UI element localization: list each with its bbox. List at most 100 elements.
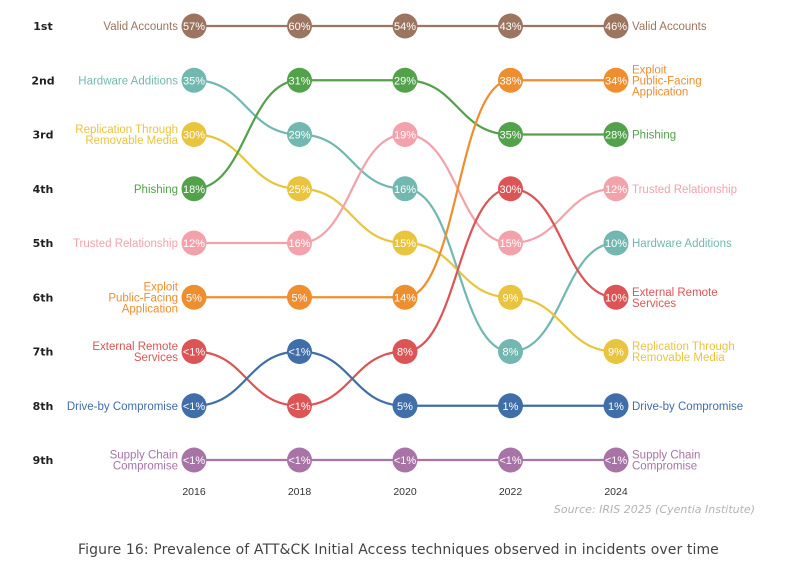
- data-point-marker: [603, 447, 629, 473]
- rank-label-1st: 1st: [33, 20, 52, 33]
- data-point-phishing-2016: 18%: [181, 176, 207, 202]
- data-point-marker: [498, 447, 523, 473]
- data-label: <1%: [288, 401, 311, 413]
- data-point-replication-through-removable-media-2024: 9%: [603, 339, 629, 364]
- data-point-trusted-relationship-2018: 16%: [287, 230, 312, 256]
- left-label-supply-chain-compromise: Supply Chain Compromise: [110, 450, 178, 473]
- data-label: 8%: [503, 347, 519, 359]
- data-point-marker: [287, 176, 312, 202]
- data-label: 19%: [394, 130, 416, 142]
- data-point-marker: [603, 339, 629, 364]
- data-point-marker: [392, 284, 418, 310]
- data-point-marker: [287, 122, 312, 147]
- data-label: 35%: [183, 75, 205, 87]
- data-point-marker: [181, 284, 207, 310]
- data-point-marker: [603, 393, 629, 419]
- data-point-hardware-additions-2016: 35%: [181, 67, 207, 93]
- right-series-labels: Valid Accounts Hardware Additions Replicat…: [632, 21, 743, 473]
- data-point-hardware-additions-2020: 16%: [392, 176, 418, 202]
- data-label: <1%: [605, 455, 628, 467]
- data-point-exploit-public-facing-application-2024: 34%: [603, 67, 629, 93]
- data-point-marker: [498, 176, 523, 202]
- year-label-2016: 2016: [182, 486, 206, 498]
- series-line-hardware-additions: [193, 79, 617, 353]
- data-label: <1%: [288, 455, 311, 467]
- data-point-marker: [181, 67, 207, 93]
- data-label: 14%: [394, 292, 416, 304]
- rank-label-4th: 4th: [33, 183, 54, 196]
- data-point-marker: [498, 284, 523, 310]
- data-point-supply-chain-compromise-2016: <1%: [181, 447, 207, 473]
- data-point-marker: [181, 13, 207, 39]
- data-label: <1%: [394, 455, 417, 467]
- data-point-marker: [181, 447, 207, 473]
- rank-label-3rd: 3rd: [33, 129, 54, 142]
- data-label: 25%: [288, 184, 310, 196]
- data-point-marker: [498, 13, 523, 39]
- data-point-exploit-public-facing-application-2022: 38%: [498, 67, 523, 93]
- data-label: 28%: [605, 130, 627, 142]
- data-point-marker: [392, 176, 418, 202]
- left-label-phishing: Phishing: [134, 184, 178, 196]
- left-label-drive-by-compromise: Drive-by Compromise: [67, 401, 178, 413]
- data-point-phishing-2018: 31%: [287, 67, 312, 93]
- data-point-external-remote-services-2022: 30%: [498, 176, 523, 202]
- series-line-external-remote-services: [193, 187, 617, 407]
- left-series-labels: Valid Accounts Hardware Additions Replicat…: [67, 21, 179, 473]
- data-label: 1%: [608, 401, 624, 413]
- data-label: 34%: [605, 75, 627, 87]
- rank-label-6th: 6th: [33, 291, 54, 304]
- data-point-marker: [392, 67, 418, 93]
- data-label: 60%: [288, 21, 310, 33]
- data-label: 10%: [605, 292, 627, 304]
- data-point-valid-accounts-2022: 43%: [498, 13, 523, 39]
- data-label: 29%: [288, 130, 310, 142]
- data-point-replication-through-removable-media-2018: 25%: [287, 176, 312, 202]
- data-point-marker: [392, 339, 418, 364]
- data-point-exploit-public-facing-application-2020: 14%: [392, 284, 418, 310]
- rank-axis: 1st 2nd 3rd 4th 5th 6th 7th 8th 9th: [31, 20, 54, 467]
- data-point-marker: [392, 13, 418, 39]
- data-label: 15%: [499, 238, 521, 250]
- data-point-marker: [287, 393, 312, 419]
- right-label-hardware-additions: Hardware Additions: [632, 238, 732, 250]
- data-point-marker: [181, 339, 207, 364]
- data-label: 57%: [183, 21, 205, 33]
- data-point-phishing-2022: 35%: [498, 122, 523, 147]
- left-label-valid-accounts: Valid Accounts: [103, 21, 178, 33]
- data-point-marker: [287, 339, 312, 364]
- data-label: 9%: [503, 292, 519, 304]
- data-point-hardware-additions-2018: 29%: [287, 122, 312, 147]
- data-label: 54%: [394, 21, 416, 33]
- data-point-replication-through-removable-media-2016: 30%: [181, 122, 207, 147]
- data-label: <1%: [183, 347, 206, 359]
- data-point-marker: [287, 447, 312, 473]
- right-label-supply-chain-compromise: Supply Chain Compromise: [632, 450, 700, 473]
- data-point-replication-through-removable-media-2022: 9%: [498, 284, 523, 310]
- data-point-supply-chain-compromise-2022: <1%: [498, 447, 523, 473]
- data-point-valid-accounts-2020: 54%: [392, 13, 418, 39]
- data-point-marker: [392, 393, 418, 419]
- data-point-valid-accounts-2024: 46%: [603, 13, 629, 39]
- bump-chart: 1st 2nd 3rd 4th 5th 6th 7th 8th 9th 2016 2018 2020…: [31, 13, 743, 498]
- data-point-marker: [498, 230, 523, 256]
- data-point-marker: [287, 13, 312, 39]
- data-point-marker: [603, 176, 629, 202]
- data-point-exploit-public-facing-application-2018: 5%: [287, 284, 312, 310]
- data-label: 10%: [605, 238, 627, 250]
- data-point-phishing-2020: 29%: [392, 67, 418, 93]
- data-label: 38%: [499, 75, 521, 87]
- data-point-marker: [603, 13, 629, 39]
- data-point-marker: [181, 393, 207, 419]
- data-point-marker: [498, 339, 523, 364]
- data-label: 30%: [183, 130, 205, 142]
- data-point-marker: [287, 284, 312, 310]
- data-point-marker: [181, 122, 207, 147]
- data-point-trusted-relationship-2024: 12%: [603, 176, 629, 202]
- data-point-drive-by-compromise-2022: 1%: [498, 393, 523, 419]
- data-point-marker: [392, 230, 418, 256]
- data-point-marker: [392, 447, 418, 473]
- left-label-exploit-public-facing-application: Exploit Public-Facing Application: [108, 281, 178, 315]
- data-point-marker: [603, 230, 629, 256]
- data-point-exploit-public-facing-application-2016: 5%: [181, 284, 207, 310]
